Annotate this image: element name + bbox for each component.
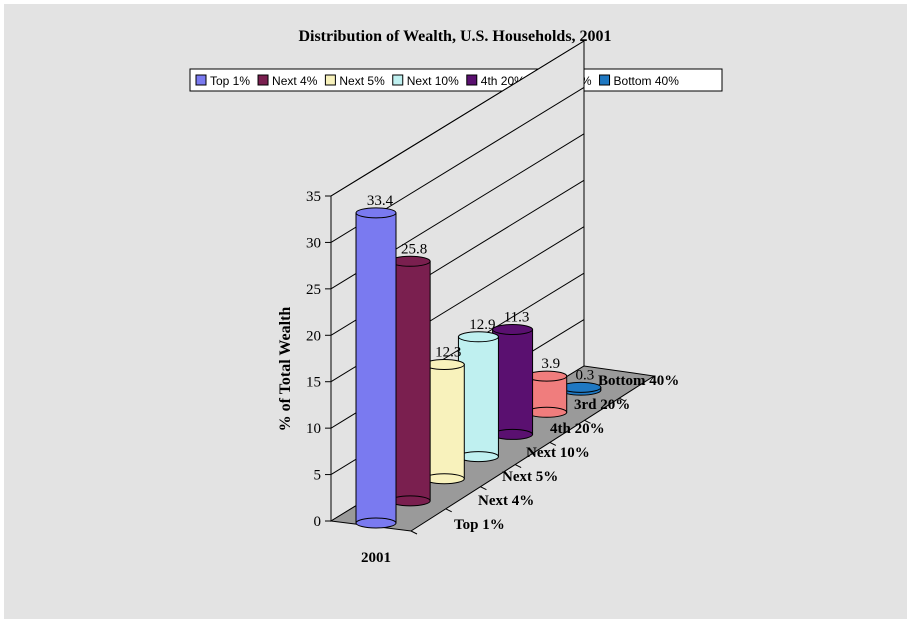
depth-tick [410,530,418,535]
y-tick-label: 25 [306,282,321,298]
legend-swatch [195,74,207,86]
bar-base [355,517,397,529]
depth-label: Top 1% [454,517,505,533]
data-label: 33.4 [367,193,394,209]
legend-item: Bottom 40% [599,74,680,88]
depth-label: Next 5% [502,469,558,485]
y-tick-label: 30 [306,235,321,251]
legend-swatch [257,74,269,86]
legend-swatch [599,74,611,86]
category-label: 2001 [361,550,391,566]
depth-tick [619,397,626,402]
bar-body [389,260,431,502]
depth-tick [549,441,557,446]
legend-swatch [324,74,336,86]
depth-tick [514,464,522,469]
legend-item: Next 5% [324,74,385,88]
bar-3rd-20-: 3.9 [526,356,568,418]
data-label: 11.3 [504,310,530,326]
bar-next-4-: 25.8 [389,241,431,507]
legend-label: Bottom 40% [614,74,680,88]
chart-frame: Distribution of Wealth, U.S. Households,… [4,4,907,619]
y-tick-label: 10 [306,421,321,437]
bar-top [355,207,397,219]
depth-label: Next 10% [526,445,590,461]
bars: 0.3 3.9 11.3 12.9 12.3 25.8 33.4 [355,193,602,529]
legend-box [189,68,723,92]
legend: Top 1%Next 4%Next 5%Next 10%4th 20%3rd 2… [189,68,723,92]
bar-top [492,324,534,335]
legend-swatch [392,74,404,86]
legend-item: Next 4% [257,74,318,88]
data-label: 12.3 [435,345,461,361]
y-axis: 0 5 10 15 20 25 30 35 [306,189,332,530]
depth-label: Bottom 40% [598,373,679,389]
legend-label: Top 1% [210,74,250,88]
y-tick-label: 20 [306,328,321,344]
y-tick-label: 15 [306,375,321,391]
legend-swatch [466,74,478,86]
data-label: 12.9 [469,317,495,333]
depth-tick [445,508,452,513]
depth-tick [584,419,591,424]
category-labels: 2001 [361,550,391,566]
gridline [330,40,585,197]
data-label: 0.3 [575,367,594,383]
y-axis-title: % of Total Wealth [277,307,294,432]
legend-label: Next 4% [272,74,318,88]
y-tick-label: 35 [306,189,321,205]
bar-top [457,331,499,343]
data-label: 25.8 [401,241,427,257]
bar-body [355,212,397,524]
depth-label: 4th 20% [550,421,605,437]
legend-item: Next 10% [392,74,459,88]
legend-label: Next 5% [339,74,385,88]
depth-label: 3rd 20% [574,397,630,413]
depth-tick [480,486,487,491]
chart-title: Distribution of Wealth, U.S. Households,… [298,28,611,45]
legend-label: Next 10% [407,74,459,88]
depth-label: Next 4% [478,493,534,509]
bar-top-1-: 33.4 [355,193,397,529]
depth-axis-labels: Top 1% Next 4% Next 5% Next 10% 4th 20% 3rd 2… [410,373,679,535]
y-tick-label: 5 [314,468,322,484]
bar-next-5-: 12.3 [423,345,465,485]
chart-canvas: Distribution of Wealth, U.S. Households,… [189,28,723,566]
legend-item: Top 1% [195,74,250,88]
y-tick-label: 0 [314,514,322,530]
data-label: 3.9 [541,356,560,372]
